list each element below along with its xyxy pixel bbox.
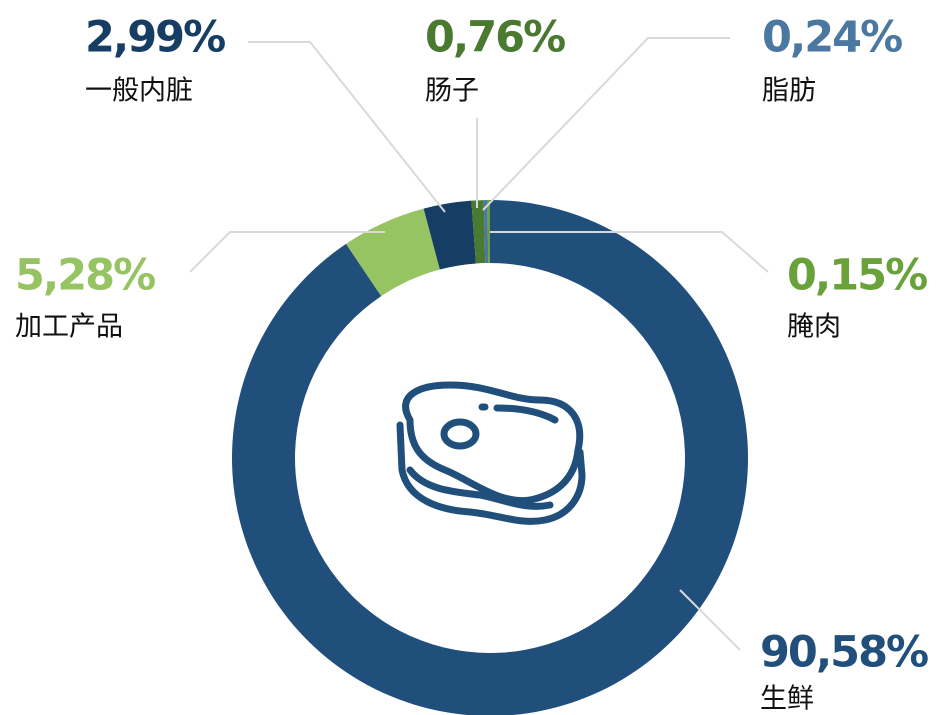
donut-segment [423, 200, 476, 270]
leader-line [490, 231, 769, 273]
category-label: 脂肪 [762, 76, 816, 107]
category-label: 生鲜 [760, 684, 814, 715]
value-label: 90,58% [760, 628, 928, 678]
donut-segment [487, 200, 490, 264]
value-label: 2,99% [85, 13, 225, 63]
value-label: 0,15% [787, 251, 927, 301]
meat-icon [396, 381, 586, 525]
value-label: 0,76% [425, 13, 565, 63]
leader-line [482, 37, 730, 211]
leader-line [189, 231, 385, 273]
donut-segment [471, 200, 486, 264]
value-label: 5,28% [15, 251, 155, 301]
category-label: 腌肉 [787, 312, 841, 343]
category-label: 加工产品 [15, 312, 123, 343]
donut-segment [483, 200, 489, 264]
category-label: 肠子 [425, 76, 479, 107]
donut-segment [346, 208, 440, 297]
leader-line [679, 589, 741, 651]
category-label: 一般内脏 [85, 76, 193, 107]
donut-segment [232, 200, 748, 715]
leader-line [248, 41, 446, 213]
value-label: 0,24% [762, 13, 902, 63]
